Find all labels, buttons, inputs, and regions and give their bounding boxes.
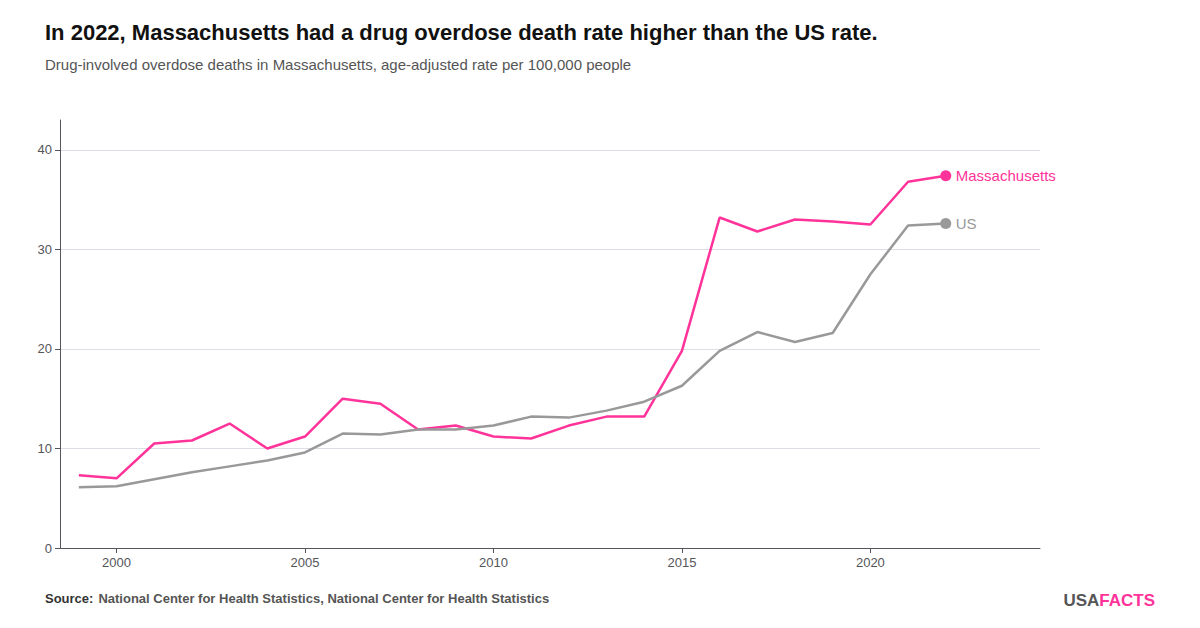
- svg-text:40: 40: [38, 142, 52, 157]
- svg-text:Drug-involved overdose deaths: Drug-involved overdose deaths in Massach…: [45, 56, 631, 73]
- svg-text:In 2022, Massachusetts had a d: In 2022, Massachusetts had a drug overdo…: [45, 20, 878, 45]
- svg-text:20: 20: [38, 341, 52, 356]
- svg-text:0: 0: [45, 541, 52, 556]
- svg-text:2015: 2015: [667, 555, 696, 570]
- svg-text:2020: 2020: [856, 555, 885, 570]
- svg-text:FACTS: FACTS: [1099, 591, 1155, 610]
- svg-text:National Center for Health Sta: National Center for Health Statistics, N…: [98, 591, 549, 606]
- svg-text:2010: 2010: [479, 555, 508, 570]
- svg-text:Massachusetts: Massachusetts: [956, 167, 1056, 184]
- svg-text:30: 30: [38, 242, 52, 257]
- svg-text:US: US: [956, 215, 977, 232]
- svg-text:10: 10: [38, 441, 52, 456]
- svg-text:2005: 2005: [291, 555, 320, 570]
- svg-text:Source:: Source:: [45, 591, 93, 606]
- svg-text:2000: 2000: [102, 555, 131, 570]
- svg-text:USA: USA: [1063, 591, 1099, 610]
